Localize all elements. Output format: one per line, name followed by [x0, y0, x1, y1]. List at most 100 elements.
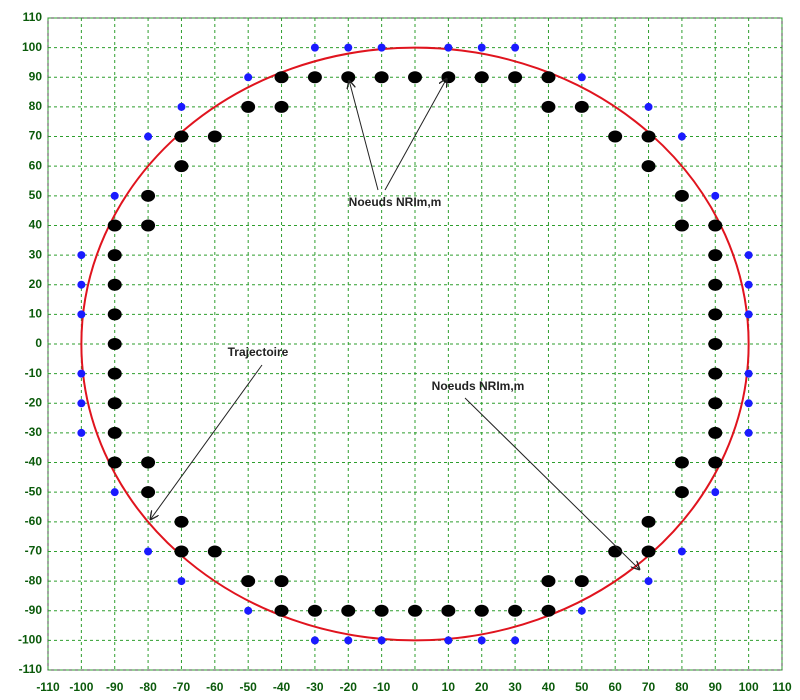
point	[107, 456, 122, 469]
point	[541, 71, 556, 84]
point	[744, 399, 753, 408]
point	[577, 606, 586, 615]
y-tick-label: -70	[25, 544, 43, 558]
point	[177, 577, 186, 586]
point	[244, 73, 253, 82]
trajectory-circle	[80, 46, 750, 642]
x-tick-label: -50	[240, 680, 258, 694]
point	[107, 249, 122, 262]
point	[644, 102, 653, 111]
point	[377, 43, 386, 52]
point	[744, 369, 753, 378]
y-tick-label: -20	[25, 395, 43, 409]
point	[408, 604, 422, 617]
point	[477, 43, 486, 52]
point	[107, 367, 122, 380]
point	[674, 189, 689, 202]
point	[344, 636, 353, 645]
point	[374, 71, 389, 84]
point	[441, 71, 456, 84]
x-tick-label: 10	[442, 680, 456, 694]
point	[77, 251, 86, 260]
x-tick-label: -70	[173, 680, 191, 694]
point	[744, 428, 753, 437]
x-tick-label: -20	[340, 680, 358, 694]
y-tick-label: -50	[25, 484, 43, 498]
y-tick-label: -60	[25, 514, 43, 528]
point	[241, 100, 256, 113]
y-tick-label: 50	[29, 188, 43, 202]
x-tick-label: 0	[412, 680, 419, 694]
y-tick-label: -10	[25, 366, 43, 380]
point	[574, 100, 589, 113]
point	[107, 397, 122, 410]
point	[541, 604, 556, 617]
point	[641, 515, 656, 528]
y-tick-label: -80	[25, 573, 43, 587]
annotation-arrow	[464, 397, 640, 570]
x-tick-label: 40	[542, 680, 556, 694]
point	[144, 132, 153, 141]
x-tick-label: 50	[575, 680, 589, 694]
x-tick-label: 20	[475, 680, 489, 694]
point	[511, 43, 520, 52]
point	[307, 604, 322, 617]
point	[708, 426, 723, 439]
point	[107, 278, 122, 291]
point	[641, 545, 656, 558]
point	[341, 604, 356, 617]
point	[310, 636, 319, 645]
point	[674, 219, 689, 232]
x-tick-label: -90	[106, 680, 124, 694]
point	[141, 456, 156, 469]
point	[474, 604, 489, 617]
y-tick-label: -40	[25, 455, 43, 469]
point	[541, 100, 556, 113]
point	[474, 71, 489, 84]
point	[608, 130, 623, 143]
point	[711, 488, 720, 497]
point	[174, 160, 189, 173]
point	[141, 219, 156, 232]
point	[244, 606, 253, 615]
point	[711, 191, 720, 200]
y-tick-label: 70	[29, 129, 43, 143]
point	[508, 604, 523, 617]
y-tick-label: 110	[23, 10, 43, 24]
point	[644, 577, 653, 586]
point	[477, 636, 486, 645]
point	[708, 249, 723, 262]
point	[708, 367, 723, 380]
point	[107, 426, 122, 439]
point	[641, 160, 656, 173]
x-tick-label: -30	[306, 680, 324, 694]
point	[77, 310, 86, 319]
x-tick-label: -10	[373, 680, 391, 694]
y-tick-label: 40	[29, 218, 43, 232]
point	[274, 575, 289, 588]
point	[708, 219, 723, 232]
point	[241, 575, 256, 588]
point	[441, 604, 456, 617]
point	[207, 130, 222, 143]
point	[307, 71, 322, 84]
point	[708, 338, 723, 350]
y-tick-label: 10	[29, 307, 43, 321]
annotation: Noeuds NRIm,m	[349, 195, 442, 209]
y-tick-label: -110	[19, 662, 43, 676]
point	[508, 71, 523, 84]
y-tick-label: 30	[29, 247, 43, 261]
x-tick-label: -100	[69, 680, 93, 694]
point	[677, 132, 686, 141]
point	[374, 604, 389, 617]
point	[110, 488, 119, 497]
point	[708, 278, 723, 291]
x-tick-label: 70	[642, 680, 656, 694]
point	[377, 636, 386, 645]
annotation-arrow	[384, 78, 447, 191]
y-tick-label: 100	[22, 40, 42, 54]
point	[744, 251, 753, 260]
point	[674, 486, 689, 499]
point	[574, 575, 589, 588]
point	[444, 43, 453, 52]
